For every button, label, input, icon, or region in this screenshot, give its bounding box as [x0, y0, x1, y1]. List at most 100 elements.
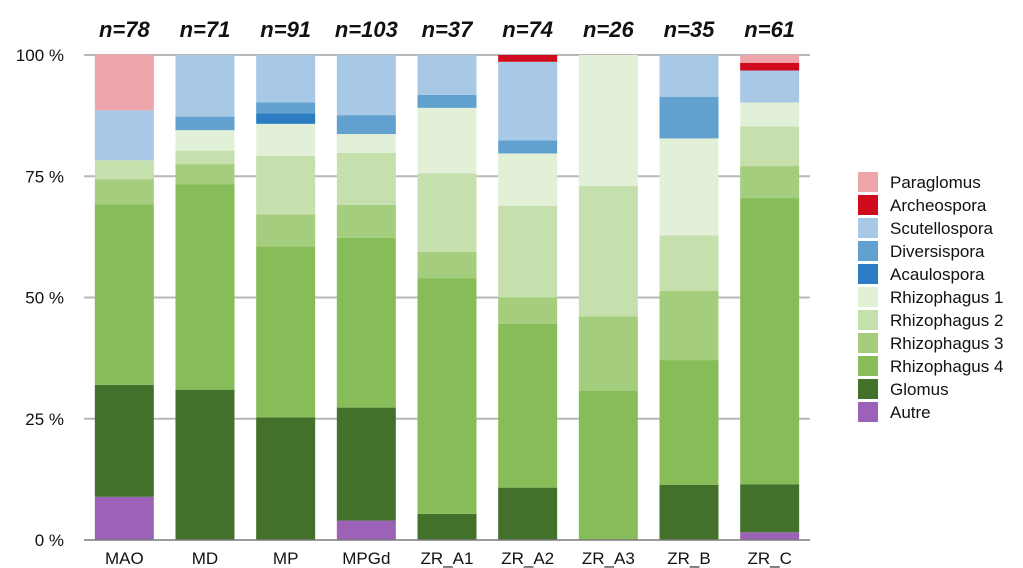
sample-size-label: n=71: [180, 17, 231, 42]
bar-segment-rhizophagus-2-mpgd: [336, 152, 396, 205]
bar-segment-paraglomus-zr_c: [740, 55, 800, 63]
legend-swatch: [858, 218, 878, 238]
legend-swatch: [858, 195, 878, 215]
bar-segment-glomus-zr_a1: [417, 513, 477, 540]
legend-swatch: [858, 264, 878, 284]
y-tick-label: 0 %: [35, 531, 64, 550]
legend-label: Rhizophagus 3: [890, 334, 1003, 353]
bar-segment-glomus-zr_b: [659, 484, 719, 540]
legend-item: Glomus: [858, 379, 949, 399]
bar-segment-scutellospora-zr_b: [659, 55, 719, 97]
legend-swatch: [858, 310, 878, 330]
bar-segment-rhizophagus-3-mao: [94, 179, 154, 205]
legend-item: Diversispora: [858, 241, 985, 261]
bar-segment-rhizophagus-4-zr_c: [740, 198, 800, 485]
sample-size-label: n=37: [422, 17, 475, 42]
bar-segment-rhizophagus-4-mao: [94, 204, 154, 385]
bar-segment-scutellospora-md: [175, 55, 235, 117]
bar-segment-rhizophagus-2-md: [175, 150, 235, 165]
y-tick-label: 100 %: [16, 46, 64, 65]
legend-item: Acaulospora: [858, 264, 985, 284]
bar-segment-rhizophagus-4-zr_a3: [578, 390, 638, 540]
legend-swatch: [858, 379, 878, 399]
bar-segment-scutellospora-mp: [256, 55, 316, 103]
bar-segment-rhizophagus-3-zr_a3: [578, 316, 638, 391]
bar-segment-diversispora-zr_a2: [498, 140, 558, 154]
bar-segment-rhizophagus-4-mp: [256, 246, 316, 418]
bar-segment-scutellospora-zr_a2: [498, 61, 558, 141]
bar-segment-paraglomus-mao: [94, 54, 154, 111]
bar-segment-autre-zr_c: [740, 532, 800, 540]
legend-label: Acaulospora: [890, 265, 985, 284]
bar-segment-rhizophagus-4-zr_a1: [417, 278, 477, 514]
x-tick-label: ZR_A2: [501, 549, 554, 568]
bar-segment-rhizophagus-2-zr_a1: [417, 173, 477, 252]
legend: Paraglomus Archeospora Scutellospora Divers…: [858, 172, 1003, 422]
bar-segment-rhizophagus-3-zr_b: [659, 290, 719, 361]
bar-segment-rhizophagus-4-md: [175, 184, 235, 390]
legend-swatch: [858, 333, 878, 353]
legend-swatch: [858, 172, 878, 192]
legend-item: Autre: [858, 402, 931, 422]
bar-segment-scutellospora-zr_c: [740, 70, 800, 103]
bar-segment-scutellospora-mao: [94, 110, 154, 161]
bar-segment-rhizophagus-3-zr_a2: [498, 297, 558, 324]
bar-segment-rhizophagus-1-zr_b: [659, 138, 719, 236]
bar-segment-rhizophagus-1-zr_c: [740, 102, 800, 127]
bar-segment-rhizophagus-2-zr_a2: [498, 205, 558, 298]
legend-label: Rhizophagus 1: [890, 288, 1003, 307]
bar-segment-rhizophagus-1-zr_a1: [417, 107, 477, 174]
bar-segment-diversispora-mpgd: [336, 115, 396, 135]
bar-segment-autre-mpgd: [336, 520, 396, 540]
legend-label: Diversispora: [890, 242, 985, 261]
legend-item: Paraglomus: [858, 172, 981, 192]
bar-segment-rhizophagus-1-zr_a3: [578, 55, 638, 186]
y-tick-label: 75 %: [25, 167, 64, 186]
legend-item: Rhizophagus 1: [858, 287, 1003, 307]
bar-segment-glomus-mpgd: [336, 407, 396, 521]
bar-segment-scutellospora-zr_a1: [417, 55, 477, 95]
y-tick-label: 25 %: [25, 410, 64, 429]
bars: [94, 54, 800, 540]
bar-segment-rhizophagus-1-mp: [256, 123, 316, 156]
x-tick-label: ZR_A3: [582, 549, 635, 568]
sample-size-label: n=74: [502, 17, 553, 42]
sample-size-label: n=103: [335, 17, 398, 42]
bar-segment-diversispora-zr_b: [659, 96, 719, 139]
bar-segment-glomus-zr_c: [740, 484, 800, 533]
legend-label: Rhizophagus 4: [890, 357, 1003, 376]
legend-item: Rhizophagus 2: [858, 310, 1003, 330]
sample-size-label: n=26: [583, 17, 635, 42]
legend-item: Scutellospora: [858, 218, 994, 238]
bar-segment-rhizophagus-3-mp: [256, 214, 316, 247]
x-tick-label: MAO: [105, 549, 144, 568]
bar-segment-rhizophagus-4-mpgd: [336, 237, 396, 408]
x-tick-label: MD: [192, 549, 218, 568]
sample-size-label: n=78: [99, 17, 151, 42]
bar-segment-rhizophagus-3-md: [175, 164, 235, 185]
legend-swatch: [858, 402, 878, 422]
bar-segment-autre-mao: [94, 496, 154, 540]
legend-label: Autre: [890, 403, 931, 422]
x-tick-label: ZR_A1: [421, 549, 474, 568]
bar-segment-rhizophagus-3-zr_c: [740, 166, 800, 199]
bar-segment-rhizophagus-1-mpgd: [336, 134, 396, 153]
bar-segment-diversispora-zr_a1: [417, 94, 477, 108]
y-axis: 0 % 25 % 50 % 75 % 100 %: [16, 46, 810, 550]
bar-segment-rhizophagus-3-mpgd: [336, 204, 396, 238]
legend-item: Archeospora: [858, 195, 987, 215]
x-tick-label: ZR_C: [747, 549, 791, 568]
bar-segment-rhizophagus-4-zr_a2: [498, 323, 558, 488]
bar-segment-rhizophagus-1-md: [175, 130, 235, 151]
bar-segment-rhizophagus-2-mp: [256, 155, 316, 215]
bar-segment-rhizophagus-2-zr_c: [740, 126, 800, 167]
x-tick-label: ZR_B: [667, 549, 710, 568]
legend-swatch: [858, 241, 878, 261]
bar-segment-glomus-zr_a2: [498, 487, 558, 540]
sample-size-label: n=61: [744, 17, 795, 42]
x-tick-label: MP: [273, 549, 299, 568]
legend-item: Rhizophagus 3: [858, 333, 1003, 353]
legend-swatch: [858, 287, 878, 307]
bar-segment-rhizophagus-2-zr_b: [659, 235, 719, 291]
bar-segment-rhizophagus-3-zr_a1: [417, 251, 477, 279]
